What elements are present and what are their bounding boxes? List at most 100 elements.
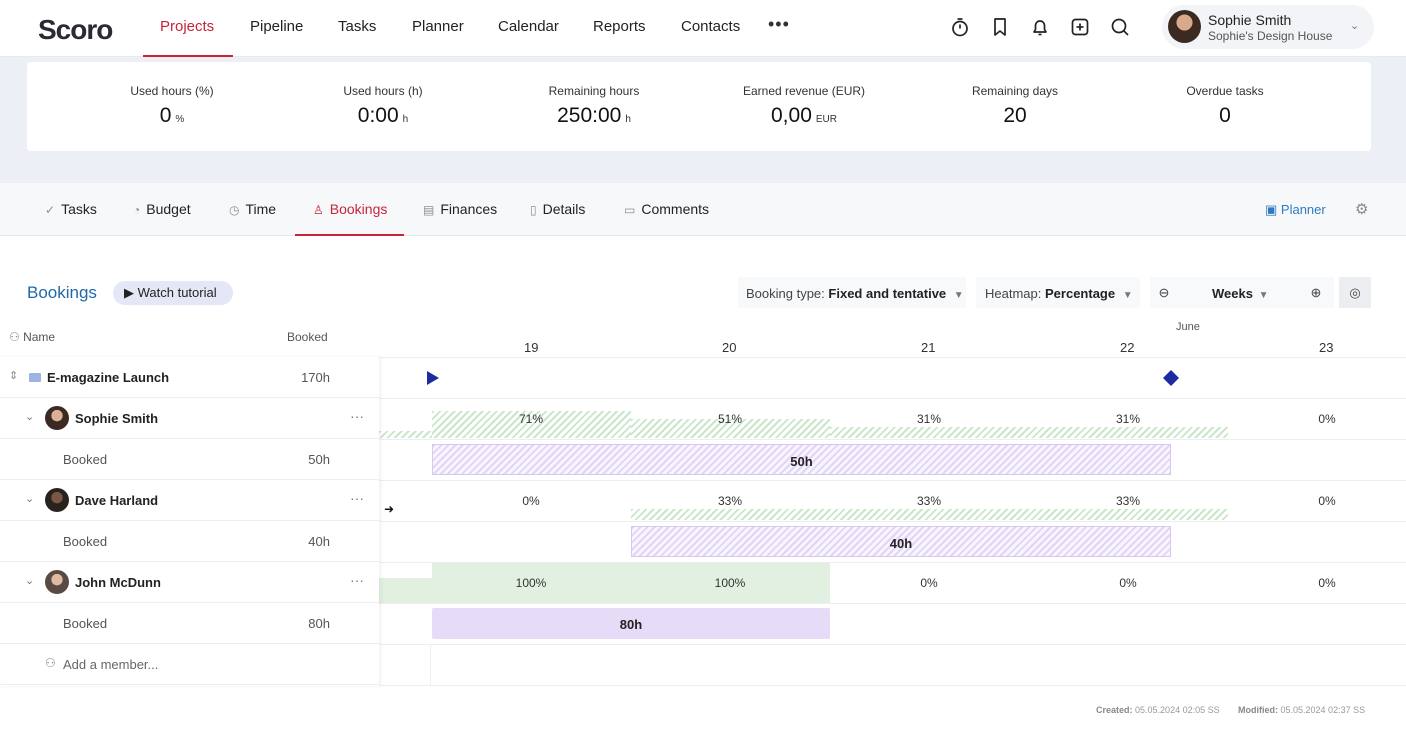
project-end-icon[interactable] [1162,369,1180,387]
heatmap-cell[interactable]: 0% [1318,412,1336,426]
play-icon: ▶ [124,285,138,300]
project-tabs: ✓ Tasks ◔ Budget ◷ Time ♙ Bookings ▤ Finances… [0,183,1406,236]
members-panel: ⇕ E-magazine Launch 170h ⌄ Sophie Smith … [0,357,379,686]
week-22: 22 [1120,340,1135,355]
booked-row: Booked 40h [0,521,379,562]
heatmap-cell[interactable]: 0% [1318,494,1336,508]
scoro-logo[interactable]: Scoro [38,14,113,45]
avatar [45,488,69,512]
heatmap-cell[interactable]: 0% [522,494,540,508]
expand-collapse-icon[interactable]: ⇕ [9,370,19,382]
nav-planner[interactable]: Planner [412,18,464,35]
tab-details[interactable]: ▯ Details [530,201,586,217]
member-name: Dave Harland [75,493,159,508]
heatmap-cell[interactable]: 100% [515,576,547,590]
gear-icon[interactable]: ⚙ [1355,201,1369,218]
kpi-remaining-days: Remaining days 20 [971,84,1059,127]
tab-tasks[interactable]: ✓ Tasks [45,201,97,217]
user-menu[interactable]: Sophie Smith Sophie's Design House ⌄ [1162,5,1374,49]
nav-pipeline[interactable]: Pipeline [250,18,304,35]
more-options-icon[interactable]: ··· [350,572,364,588]
nav-contacts[interactable]: Contacts [681,18,741,35]
heatmap-filter[interactable] [976,277,1140,308]
timer-icon[interactable] [949,16,971,38]
finances-icon: ▤ [423,203,435,217]
tab-bookings[interactable]: ♙ Bookings [313,201,388,217]
booked-row: Booked 50h [0,439,379,480]
tab-budget[interactable]: ◔ Budget [133,201,191,217]
avatar [45,570,69,594]
member-name: Sophie Smith [75,411,159,426]
planner-link[interactable]: ▣ Planner [1265,202,1326,217]
kpi-card: Used hours (%) 0% Used hours (h) 0:00 h R… [27,62,1371,151]
tab-finances[interactable]: ▤ Finances [423,201,498,217]
booking-bar-tentative[interactable]: 40h [631,526,1171,557]
heatmap-cell[interactable]: 51% [717,412,743,426]
comment-toggle-icon[interactable]: ◎ [1339,277,1371,308]
heatmap-cell[interactable]: 71% [518,412,544,426]
heatmap-cell[interactable]: 31% [916,412,942,426]
clock-icon: ◷ [229,203,240,217]
project-start-icon[interactable] [425,370,441,386]
month-label: June [1176,321,1200,333]
project-row[interactable]: ⇕ E-magazine Launch 170h [0,357,379,398]
nav-calendar[interactable]: Calendar [498,18,559,35]
nav-reports[interactable]: Reports [593,18,646,35]
kpi-used-hours: Used hours (h) 0:00 h [343,84,423,127]
add-member-link[interactable]: Add a member... [63,657,159,672]
booked-column-header: Booked [287,330,328,344]
more-options-icon[interactable]: ··· [350,408,364,424]
add-member-row[interactable]: ⚇ Add a member... [0,644,379,685]
avatar [45,406,69,430]
nav-tasks[interactable]: Tasks [338,18,377,35]
heatmap-cell[interactable]: 0% [1119,576,1137,590]
zoom-out-icon[interactable]: ⊖ [1158,285,1170,300]
nav-projects[interactable]: Projects [160,18,215,35]
heatmap-cell[interactable]: 31% [1115,412,1141,426]
heatmap-cell[interactable]: 33% [717,494,743,508]
booking-bar-fixed[interactable]: 80h [432,608,830,639]
zoom-select[interactable]: Weeks ▼ [1212,286,1269,301]
cursor-icon: ➜ [384,502,395,516]
planner-icon: ▣ [1265,202,1281,217]
tab-active-indicator [295,234,404,236]
more-options-icon[interactable]: ··· [350,490,364,506]
search-icon[interactable] [1109,16,1131,38]
budget-icon: ◔ [133,203,141,217]
chevron-down-icon[interactable]: ⌄ [25,575,35,587]
heatmap-cell[interactable]: 0% [1318,576,1336,590]
add-person-icon: ⚇ [45,656,56,670]
member-row[interactable]: ⌄ John McDunn ··· [0,562,379,603]
created-info: Created: 05.05.2024 02:05 SS [1096,705,1220,715]
kpi-remaining-hours: Remaining hours 250:00 h [548,84,640,127]
member-row[interactable]: ⌄ Sophie Smith ··· [0,398,379,439]
week-21: 21 [921,340,936,355]
caret-down-icon: ▼ [1258,290,1269,301]
more-menu-icon[interactable]: ••• [768,14,790,34]
heatmap-cell[interactable]: 0% [920,576,938,590]
check-icon: ✓ [45,203,56,217]
watch-tutorial-button[interactable]: ▶ Watch tutorial [113,281,233,305]
add-person-icon: ⚇ [9,330,24,344]
heatmap-cell[interactable]: 33% [1115,494,1141,508]
bookmark-icon[interactable] [989,16,1011,38]
user-name: Sophie Smith [1208,12,1292,28]
zoom-in-icon[interactable]: ⊕ [1310,285,1322,300]
tab-time[interactable]: ◷ Time [229,201,277,217]
add-icon[interactable] [1069,16,1091,38]
member-row[interactable]: ⌄ Dave Harland ··· [0,480,379,521]
chevron-down-icon[interactable]: ⌄ [25,493,35,505]
tab-comments[interactable]: ▭ Comments [624,201,710,217]
kpi-overdue-tasks: Overdue tasks 0 [1186,84,1264,127]
booking-type-filter[interactable] [738,277,966,308]
heatmap-cell[interactable]: 100% [714,576,746,590]
chevron-down-icon[interactable]: ⌄ [25,411,35,423]
chevron-down-icon: ⌄ [1350,20,1360,32]
booking-bar-tentative[interactable]: 50h [432,444,1171,475]
user-avatar [1168,10,1201,43]
zoom-control [1150,277,1334,308]
kpi-used-hours-percent: Used hours (%) 0% [130,84,214,127]
heatmap-cell[interactable]: 33% [916,494,942,508]
name-column-header: ⚇ Name [9,330,56,344]
bell-icon[interactable] [1029,16,1051,38]
